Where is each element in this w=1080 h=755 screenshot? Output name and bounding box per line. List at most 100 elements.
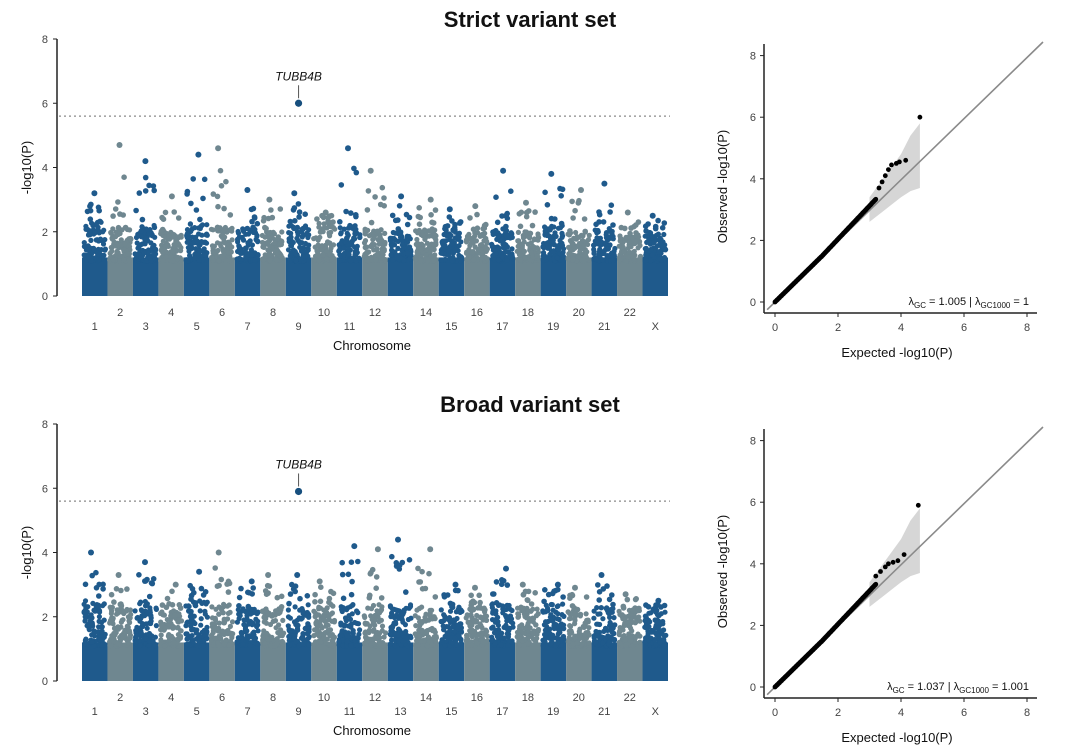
data-point xyxy=(633,596,639,602)
data-point xyxy=(355,558,361,565)
data-point xyxy=(609,230,615,237)
data-point xyxy=(582,620,588,626)
data-point xyxy=(184,641,190,647)
data-point xyxy=(468,622,474,628)
data-point xyxy=(251,214,258,220)
data-point xyxy=(255,238,261,244)
data-point xyxy=(388,252,394,258)
top-hit-point xyxy=(172,581,179,588)
x-tick-label: 6 xyxy=(961,322,967,334)
data-point xyxy=(397,627,403,633)
data-point xyxy=(348,591,355,598)
chromosome-18-points xyxy=(514,581,542,681)
data-point xyxy=(574,606,581,613)
data-point xyxy=(286,223,292,229)
data-point xyxy=(297,595,303,602)
chromosome-block xyxy=(540,257,567,296)
data-point xyxy=(574,640,580,646)
manhattan-strict: Strict variant set02468-log10(P)12345678… xyxy=(19,7,670,353)
data-point xyxy=(88,258,94,264)
manhattan-broad: Broad variant set02468-log10(P)123456789… xyxy=(19,392,670,738)
chromosome-16-points xyxy=(463,203,491,296)
data-point xyxy=(573,229,579,236)
data-point xyxy=(304,593,311,599)
data-point xyxy=(244,628,250,634)
data-point xyxy=(554,616,560,622)
data-point xyxy=(573,258,580,264)
data-point xyxy=(159,622,165,629)
y-tick-label: 2 xyxy=(750,620,756,632)
data-point xyxy=(400,638,406,644)
data-point xyxy=(115,250,121,256)
chromosome-6-points xyxy=(208,549,236,681)
data-point xyxy=(218,183,225,189)
data-point xyxy=(449,218,455,224)
data-point xyxy=(474,640,480,646)
x-tick-label: 4 xyxy=(898,707,904,719)
data-point xyxy=(329,618,335,624)
data-point xyxy=(432,232,438,238)
data-point xyxy=(83,636,89,642)
top-hit-point xyxy=(91,190,98,197)
chromosome-X-points xyxy=(642,597,669,681)
data-point xyxy=(646,610,652,616)
data-point xyxy=(153,605,159,611)
data-point xyxy=(509,253,515,259)
data-point xyxy=(408,635,414,641)
data-point xyxy=(442,256,448,262)
data-point xyxy=(185,257,191,264)
data-point xyxy=(329,256,335,262)
data-point xyxy=(560,249,566,255)
data-point xyxy=(643,625,649,631)
data-point xyxy=(415,250,421,256)
data-point xyxy=(325,627,331,634)
data-point xyxy=(211,250,217,256)
data-point xyxy=(597,246,603,252)
chromosome-label: 16 xyxy=(471,307,483,319)
data-point xyxy=(263,225,269,232)
data-point xyxy=(420,618,426,625)
data-point xyxy=(353,213,359,220)
chromosome-label: 3 xyxy=(143,706,149,718)
data-point xyxy=(655,217,661,224)
qq-tail-point xyxy=(889,162,894,168)
data-point xyxy=(133,628,139,634)
data-point xyxy=(121,257,127,263)
chromosome-label: 17 xyxy=(496,706,508,718)
data-point xyxy=(175,636,181,642)
data-point xyxy=(635,245,641,251)
chromosome-2-points xyxy=(107,142,134,296)
data-point xyxy=(520,606,526,612)
chromosome-4-points xyxy=(158,193,184,296)
data-point xyxy=(439,618,445,625)
data-point xyxy=(369,244,375,250)
chromosome-7-points xyxy=(234,187,261,296)
chromosome-label: 12 xyxy=(369,307,381,319)
data-point xyxy=(555,640,561,646)
data-point xyxy=(274,257,280,263)
data-point xyxy=(432,207,439,213)
data-point xyxy=(611,252,617,258)
data-point xyxy=(244,225,251,232)
data-point xyxy=(132,251,138,257)
data-point xyxy=(210,191,217,197)
data-point xyxy=(489,625,495,631)
data-point xyxy=(82,581,89,588)
data-point xyxy=(418,258,424,264)
data-point xyxy=(576,197,582,204)
data-point xyxy=(305,621,311,627)
data-point xyxy=(267,244,273,250)
data-point xyxy=(455,626,461,632)
data-point xyxy=(371,627,377,633)
data-point xyxy=(261,257,267,263)
x-axis-label: Expected -log10(P) xyxy=(841,345,952,360)
data-point xyxy=(555,611,561,617)
data-point xyxy=(515,243,521,249)
chromosome-block xyxy=(617,642,643,681)
data-point xyxy=(448,232,454,239)
data-point xyxy=(183,631,189,637)
chromosome-label: 6 xyxy=(219,692,225,704)
data-point xyxy=(582,228,588,235)
data-point xyxy=(489,617,496,623)
qq-tail-point xyxy=(882,173,888,179)
